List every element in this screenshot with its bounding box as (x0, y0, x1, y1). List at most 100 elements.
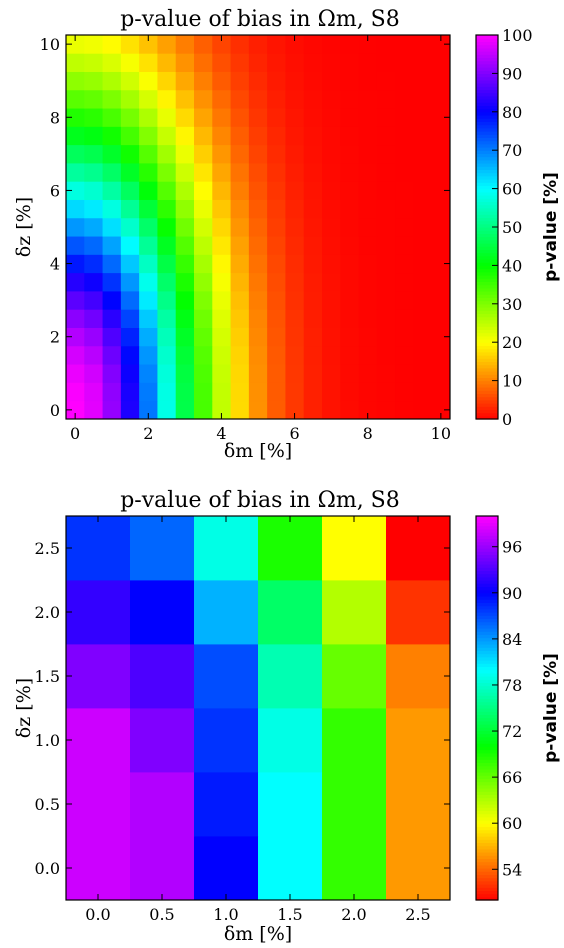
heatmap-cell (340, 400, 359, 420)
heatmap-cell (285, 217, 305, 237)
colorbar-segment (476, 765, 498, 770)
heatmap-cell (376, 144, 396, 164)
heatmap-cell (139, 89, 158, 109)
heatmap-cell (84, 35, 103, 54)
chart1-y-label: δz [%] (13, 197, 35, 257)
heatmap-cell (340, 309, 359, 328)
colorbar-segment (476, 342, 498, 346)
colorbar-segment (476, 399, 498, 404)
heatmap-cell (212, 236, 231, 255)
colorbar-segment (476, 602, 498, 607)
heatmap-cell (395, 35, 414, 54)
heatmap-cell (139, 181, 158, 200)
heatmap-cell (230, 35, 250, 54)
colorbar-segment (476, 768, 498, 773)
heatmap-cell (175, 236, 195, 255)
heatmap-cell (194, 364, 213, 383)
heatmap-cell (120, 199, 140, 219)
heatmap-cell (175, 181, 195, 200)
heatmap-cell (413, 163, 433, 182)
heatmap-cell (303, 236, 323, 255)
colorbar-segment (476, 339, 498, 343)
colorbar-tick-label: 72 (502, 722, 522, 741)
colorbar-segment (476, 519, 498, 523)
colorbar-segment (476, 666, 498, 671)
colorbar-segment (476, 278, 498, 282)
heatmap-cell (340, 254, 359, 274)
heatmap-cell (431, 272, 451, 292)
heatmap-cell (84, 199, 103, 219)
heatmap-cell (267, 53, 286, 72)
colorbar-segment (476, 335, 498, 340)
heatmap-cell (102, 254, 122, 274)
colorbar-tick-label: 96 (502, 538, 522, 557)
heatmap-cell (285, 181, 305, 200)
colorbar-segment (476, 698, 498, 703)
heatmap-cell (102, 199, 122, 219)
chart2-cells (66, 516, 451, 901)
colorbar-frame (475, 515, 499, 901)
heatmap-cell (194, 708, 259, 773)
heatmap-cell (376, 327, 396, 347)
heatmap-cell (84, 272, 103, 292)
x-tick-label: 2.0 (341, 905, 366, 924)
heatmap-cell (358, 291, 378, 310)
heatmap-cell (157, 35, 177, 54)
heatmap-cell (376, 345, 396, 365)
colorbar-segment (476, 868, 498, 872)
heatmap-cell (212, 291, 231, 310)
colorbar-segment (476, 76, 498, 81)
colorbar-segment (476, 159, 498, 164)
heatmap-cell (230, 144, 250, 164)
heatmap-cell (230, 53, 250, 72)
colorbar-segment (476, 887, 498, 891)
colorbar-tick-label: 20 (502, 333, 522, 352)
heatmap-cell (285, 364, 305, 383)
heatmap-cell (431, 144, 451, 164)
colorbar-segment (476, 778, 498, 783)
colorbar-segment (476, 516, 498, 520)
colorbar-segment (476, 637, 498, 642)
chart1-colorbar: 0 10 20 30 40 50 60 70 80 90 100 (475, 26, 533, 429)
heatmap-cell (102, 309, 122, 328)
colorbar-segment (476, 284, 498, 289)
colorbar-segment (476, 38, 498, 42)
heatmap-cell (267, 144, 286, 164)
heatmap-cell (431, 108, 451, 127)
colorbar-segment (476, 198, 498, 202)
y-tick-label: 2.5 (35, 539, 60, 558)
heatmap-cell (285, 53, 305, 72)
colorbar-segment (476, 884, 498, 888)
colorbar-segment (476, 137, 498, 142)
heatmap-cell (258, 644, 323, 709)
heatmap-cell (413, 309, 433, 328)
heatmap-cell (303, 309, 323, 328)
colorbar-segment (476, 300, 498, 305)
heatmap-cell (139, 345, 158, 365)
heatmap-cell (212, 108, 231, 127)
heatmap-cell (84, 400, 103, 420)
heatmap-cell (84, 71, 103, 91)
colorbar-segment (476, 701, 498, 706)
heatmap-cell (102, 89, 122, 109)
colorbar-segment (476, 163, 498, 167)
heatmap-cell (340, 181, 359, 200)
colorbar-segment (476, 367, 498, 372)
heatmap-cell (340, 199, 359, 219)
heatmap-cell (267, 35, 286, 54)
colorbar-segment (476, 541, 498, 546)
colorbar-segment (476, 140, 498, 145)
heatmap-cell (340, 364, 359, 383)
heatmap-cell (66, 309, 85, 328)
colorbar-segment (476, 631, 498, 635)
heatmap-cell (175, 35, 195, 54)
heatmap-cell (285, 345, 305, 365)
colorbar-segment (476, 396, 498, 401)
colorbar-segment (476, 720, 498, 725)
chart2-x-ticks: 0.0 0.5 1.0 1.5 2.0 2.5 (85, 516, 431, 924)
heatmap-cell (248, 163, 268, 182)
x-tick-label: 4 (216, 424, 226, 443)
heatmap-cell (66, 53, 85, 72)
heatmap-cell (84, 327, 103, 347)
heatmap-cell (395, 254, 414, 274)
